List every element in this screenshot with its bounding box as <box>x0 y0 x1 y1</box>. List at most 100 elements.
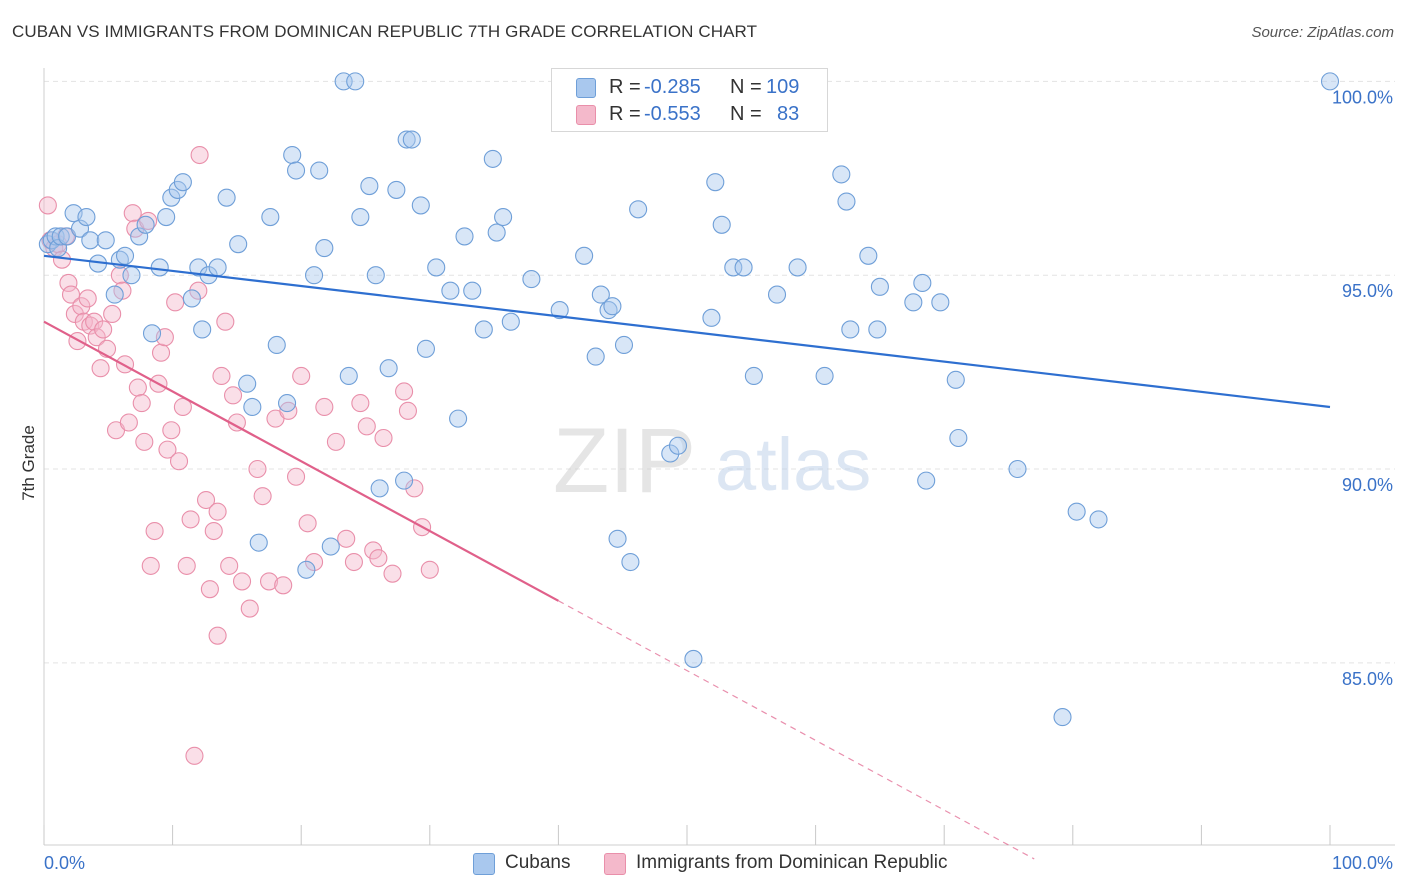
data-point-dominican <box>132 394 151 413</box>
source-credit: Source: ZipAtlas.com <box>1251 24 1394 41</box>
data-point-cuban <box>449 409 468 428</box>
data-point-dominican <box>208 502 227 521</box>
data-point-dominican <box>173 397 192 417</box>
x-tick-label: 100.0% <box>1332 853 1393 873</box>
watermark: ZIP atlas <box>553 410 871 512</box>
legend-r-value: -0.553 <box>644 103 701 125</box>
data-point-dominican <box>248 459 267 479</box>
data-point-cuban <box>712 215 731 234</box>
data-point-cuban <box>351 207 370 227</box>
data-point-cuban <box>494 207 513 227</box>
data-point-dominican <box>158 440 177 459</box>
watermark-zip: ZIP <box>553 410 696 512</box>
stats-legend: R = -0.285 N = 109 R = -0.553 N = 83 <box>551 68 828 132</box>
data-point-cuban <box>397 130 416 149</box>
data-point-dominican <box>190 145 209 165</box>
legend-n-value: 109 <box>766 76 800 98</box>
data-point-cuban <box>1053 708 1072 727</box>
data-point-cuban <box>249 533 268 552</box>
data-point-cuban <box>1320 72 1340 91</box>
data-point-dominican <box>151 343 171 362</box>
data-point-dominican <box>240 599 259 618</box>
data-point-cuban <box>51 227 70 246</box>
axes: 100.0% 95.0% 90.0% 85.0% 0.0% 100.0% <box>43 68 1395 873</box>
data-point-cuban <box>1067 502 1086 521</box>
data-point-dominican <box>398 401 417 420</box>
data-point-cuban <box>946 370 965 389</box>
data-point-cuban <box>917 471 936 490</box>
data-point-dominican <box>287 467 306 486</box>
data-point-cuban <box>629 200 648 219</box>
data-point-cuban <box>402 130 421 149</box>
data-point-cuban <box>931 293 950 312</box>
data-point-cuban <box>1008 459 1027 479</box>
data-point-dominican <box>315 397 334 417</box>
data-point-cuban <box>193 320 212 339</box>
data-point-dominican <box>119 413 138 432</box>
y-tick-label: 90.0% <box>1342 475 1393 495</box>
data-point-cuban <box>77 207 96 227</box>
data-point-cuban <box>189 258 208 277</box>
data-point-dominican <box>115 355 135 374</box>
data-point-dominican <box>232 572 252 591</box>
data-point-dominican <box>298 514 317 533</box>
data-point-cuban <box>870 277 889 296</box>
data-point-dominican <box>135 432 154 451</box>
data-point-dominican <box>253 487 272 506</box>
data-point-cuban <box>608 529 627 548</box>
data-point-cuban <box>441 281 460 300</box>
data-point-cuban <box>706 173 725 192</box>
series-legend: Cubans Immigrants from Dominican Republi… <box>0 851 1406 877</box>
data-point-dominican <box>220 556 239 575</box>
data-point-dominican <box>78 289 97 308</box>
data-point-dominican <box>216 312 235 331</box>
data-point-cuban <box>243 397 262 417</box>
data-point-cuban <box>366 266 385 285</box>
data-point-dominican <box>91 359 110 378</box>
data-point-dominican <box>94 320 113 339</box>
data-point-dominican <box>162 421 181 440</box>
data-point-cuban <box>501 312 520 331</box>
data-point-dominican <box>374 428 393 448</box>
data-point-cuban <box>416 339 435 358</box>
data-point-dominican <box>420 560 439 579</box>
data-point-cuban <box>586 347 605 366</box>
data-point-cuban <box>463 281 482 300</box>
data-point-cuban <box>370 479 389 498</box>
data-point-dominican <box>369 549 388 568</box>
trend-line-dominican <box>43 320 559 602</box>
y-tick-label: 95.0% <box>1342 281 1393 301</box>
data-point-dominican <box>128 378 147 397</box>
data-point-cuban <box>261 207 280 227</box>
data-point-cuban <box>621 552 640 572</box>
data-point-cuban <box>1089 510 1108 529</box>
x-tick-label: 0.0% <box>44 853 85 873</box>
data-point-cuban <box>841 320 860 339</box>
data-point-cuban <box>522 270 541 289</box>
data-point-dominican <box>59 273 78 292</box>
data-point-cuban <box>767 285 787 304</box>
y-axis-label: 7th Grade <box>19 425 38 501</box>
y-tick-label: 100.0% <box>1332 87 1393 107</box>
watermark-atlas: atlas <box>715 423 871 506</box>
legend-label-dominican: Immigrants from Dominican Republic <box>636 852 948 873</box>
data-point-cuban <box>684 649 703 668</box>
series-dominican-points <box>38 145 439 765</box>
data-point-dominican <box>177 556 196 575</box>
data-point-cuban <box>287 161 306 180</box>
data-point-cuban <box>278 394 297 413</box>
data-point-dominican <box>196 490 216 510</box>
data-point-dominican <box>103 304 122 324</box>
data-point-dominican <box>212 366 231 386</box>
legend-swatch-pink <box>604 853 626 875</box>
data-point-dominican <box>351 394 370 413</box>
data-point-cuban <box>668 436 688 455</box>
data-point-cuban <box>229 235 248 254</box>
series-cubans-points <box>38 72 1340 727</box>
trend-line-dominican-extension <box>558 600 1035 860</box>
data-point-cuban <box>387 180 406 199</box>
data-point-cuban <box>474 320 493 339</box>
data-point-dominican <box>326 432 345 451</box>
data-point-cuban <box>724 258 743 277</box>
